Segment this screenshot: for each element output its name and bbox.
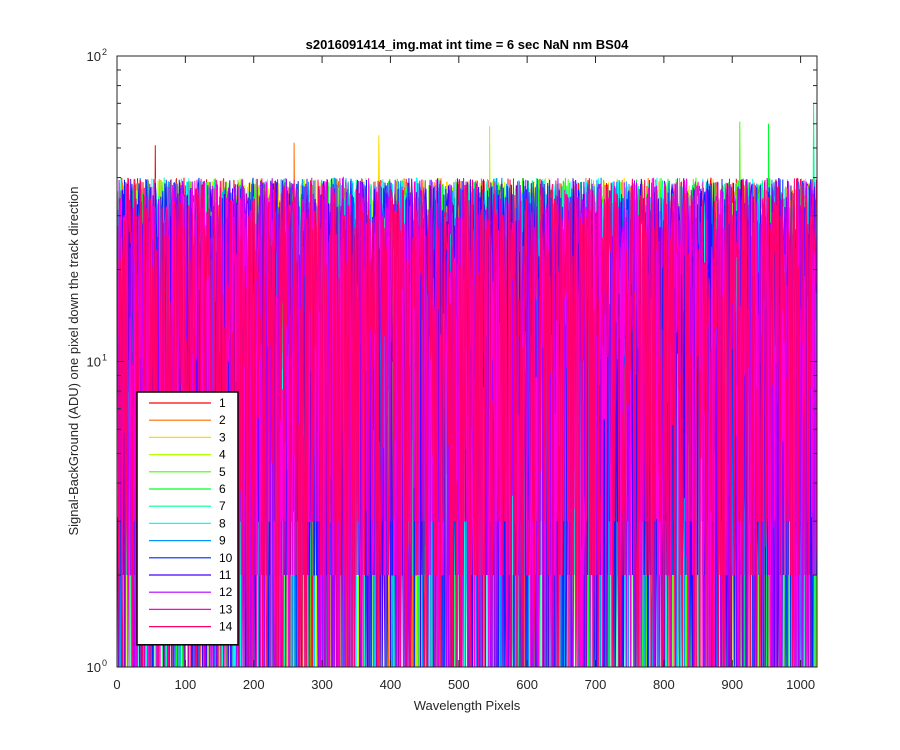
x-tick-label: 1000 <box>786 677 815 692</box>
x-tick-label: 800 <box>653 677 675 692</box>
legend-label-10: 10 <box>219 551 233 565</box>
x-tick-label: 600 <box>516 677 538 692</box>
legend-label-9: 9 <box>219 534 226 548</box>
series-line-14 <box>117 177 817 667</box>
x-tick-label: 0 <box>113 677 120 692</box>
y-tick-exponent: 2 <box>102 47 107 57</box>
legend-label-11: 11 <box>219 568 232 582</box>
legend-label-4: 4 <box>219 448 226 462</box>
legend-label-3: 3 <box>219 430 226 444</box>
legend-label-2: 2 <box>219 413 226 427</box>
x-tick-label: 300 <box>311 677 333 692</box>
x-axis-label: Wavelength Pixels <box>414 698 521 713</box>
legend-label-6: 6 <box>219 482 226 496</box>
x-tick-label: 200 <box>243 677 265 692</box>
x-tick-label: 700 <box>585 677 607 692</box>
x-tick-label: 100 <box>175 677 197 692</box>
legend-label-1: 1 <box>219 396 226 410</box>
legend-label-12: 12 <box>219 585 233 599</box>
x-tick-label: 900 <box>721 677 743 692</box>
y-tick-exponent: 0 <box>102 658 107 668</box>
y-tick-exponent: 1 <box>102 353 107 363</box>
legend-label-7: 7 <box>219 499 226 513</box>
legend-box <box>136 391 239 646</box>
y-tick-label: 10 <box>87 49 101 64</box>
x-tick-label: 500 <box>448 677 470 692</box>
x-tick-label: 400 <box>380 677 402 692</box>
y-tick-label: 10 <box>87 660 101 675</box>
chart-title: s2016091414_img.mat int time = 6 sec NaN… <box>306 37 629 52</box>
legend-label-13: 13 <box>219 602 233 616</box>
legend-label-8: 8 <box>219 516 226 530</box>
legend-label-5: 5 <box>219 465 226 479</box>
y-axis-label: Signal-BackGround (ADU) one pixel down t… <box>66 186 81 535</box>
y-tick-label: 10 <box>87 355 101 370</box>
legend-label-14: 14 <box>219 620 233 634</box>
